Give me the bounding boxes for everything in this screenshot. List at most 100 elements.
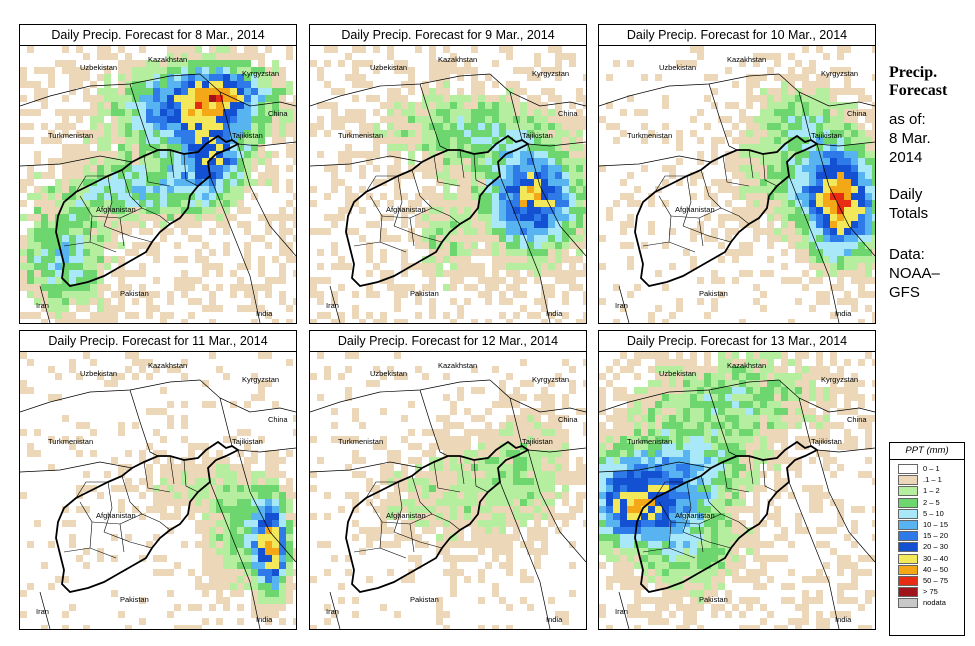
precip-cell: [760, 359, 767, 366]
precip-cell: [331, 263, 338, 270]
precip-cell: [527, 193, 534, 200]
precip-cell: [83, 186, 90, 193]
precip-cell: [41, 123, 48, 130]
precip-cell: [555, 193, 562, 200]
precip-cell: [732, 277, 739, 284]
precip-cell: [55, 312, 62, 319]
precip-cell: [286, 597, 293, 604]
precip-cell: [669, 366, 676, 373]
precip-cell: [753, 373, 760, 380]
precip-cell: [317, 123, 324, 130]
precip-cell: [181, 422, 188, 429]
precip-cell: [258, 555, 265, 562]
precip-cell: [662, 352, 669, 359]
precip-cell: [415, 555, 422, 562]
precip-cell: [422, 527, 429, 534]
precip-cell: [69, 81, 76, 88]
precip-cell: [310, 625, 317, 629]
precip-cell: [76, 270, 83, 277]
precip-cell: [324, 165, 331, 172]
precip-cell: [34, 151, 41, 158]
precip-cell: [753, 60, 760, 67]
precip-cell: [408, 499, 415, 506]
precip-cell: [606, 214, 613, 221]
precip-cell: [690, 263, 697, 270]
precip-cell: [209, 562, 216, 569]
precip-cell: [20, 352, 27, 359]
precip-cell: [244, 109, 251, 116]
precip-cell: [132, 298, 139, 305]
precip-cell: [555, 256, 562, 263]
precip-cell: [436, 165, 443, 172]
precip-cell: [837, 513, 844, 520]
precip-cell: [718, 242, 725, 249]
precip-cell: [781, 422, 788, 429]
precip-cell: [534, 158, 541, 165]
precip-cell: [422, 207, 429, 214]
precip-cell: [359, 235, 366, 242]
precip-cell: [767, 144, 774, 151]
precip-cell: [209, 305, 216, 312]
precip-cell: [202, 520, 209, 527]
precip-cell: [160, 102, 167, 109]
precip-cell: [324, 102, 331, 109]
precip-cell: [415, 513, 422, 520]
precip-cell: [711, 527, 718, 534]
precip-cell: [851, 207, 858, 214]
precip-cell: [202, 130, 209, 137]
precip-cell: [394, 457, 401, 464]
precip-cell: [641, 464, 648, 471]
precip-cell: [20, 74, 27, 81]
precip-cell: [41, 270, 48, 277]
precip-cell: [606, 450, 613, 457]
precip-cell: [457, 443, 464, 450]
precip-cell: [627, 457, 634, 464]
precip-cell: [844, 270, 851, 277]
precip-cell: [851, 172, 858, 179]
precip-cell: [690, 179, 697, 186]
precip-cell: [373, 137, 380, 144]
precip-cell: [209, 576, 216, 583]
precip-cell: [634, 200, 641, 207]
precip-cell: [562, 618, 569, 625]
precip-cell: [429, 102, 436, 109]
precip-cell: [795, 457, 802, 464]
precip-cell: [865, 214, 872, 221]
precip-cell: [569, 380, 576, 387]
precip-cell: [513, 67, 520, 74]
precip-cell: [823, 235, 830, 242]
precip-cell: [788, 207, 795, 214]
precip-cell: [492, 172, 499, 179]
precip-cell: [753, 186, 760, 193]
precip-cell: [34, 284, 41, 291]
precip-cell: [613, 123, 620, 130]
precip-cell: [620, 534, 627, 541]
precip-cell: [422, 221, 429, 228]
precip-cell: [422, 165, 429, 172]
precip-cell: [76, 249, 83, 256]
precip-cell: [506, 46, 513, 53]
precip-cell: [555, 527, 562, 534]
precip-cell: [774, 394, 781, 401]
precip-cell: [606, 102, 613, 109]
precip-cell: [265, 541, 272, 548]
precip-cell: [739, 401, 746, 408]
precip-cell: [739, 151, 746, 158]
precip-cell: [851, 443, 858, 450]
precip-cell: [739, 214, 746, 221]
precip-cell: [569, 242, 576, 249]
precip-cell: [272, 611, 279, 618]
precip-cell: [844, 221, 851, 228]
precip-cell: [513, 387, 520, 394]
precip-cell: [230, 186, 237, 193]
precip-cell: [244, 527, 251, 534]
precip-cell: [753, 380, 760, 387]
precip-cell: [366, 242, 373, 249]
precip-cell: [251, 151, 258, 158]
precip-cell: [492, 123, 499, 130]
precip-cell: [865, 116, 872, 123]
precip-cell: [216, 366, 223, 373]
precip-cell: [506, 499, 513, 506]
precip-cell: [739, 408, 746, 415]
precip-cell: [823, 270, 830, 277]
